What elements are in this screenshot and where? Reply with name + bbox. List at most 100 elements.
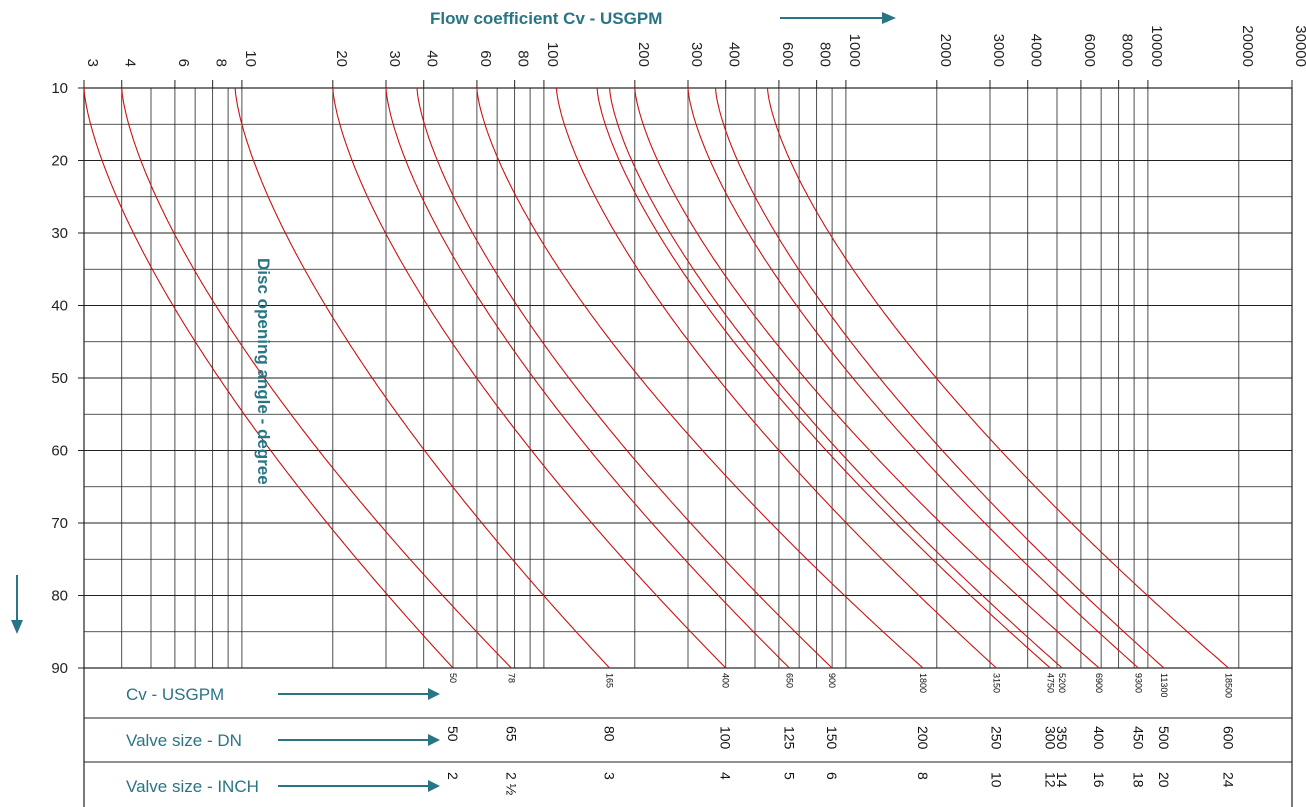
- x-tick-label: 3000: [990, 34, 1007, 67]
- y-tick-label: 70: [51, 515, 68, 532]
- curve-dn-50: [83, 87, 454, 669]
- x-title-arrow-head: [882, 12, 896, 24]
- curve-dn-100: [332, 87, 727, 669]
- x-tick-label: 30000: [1292, 25, 1306, 67]
- y-tick-label: 60: [51, 443, 68, 460]
- curve-dn-65: [121, 87, 512, 669]
- grid: 10 20 30 40 50 60 70 80 90 3 4 6 8 10 20 30 40 60 80 100 200…: [51, 25, 1306, 677]
- table-cv-value: 50: [448, 673, 458, 683]
- dn-row-arrow-head: [428, 734, 440, 746]
- axis-labels: Flow coefficient Cv - USGPM Disc opening…: [11, 9, 896, 796]
- table-inch-value: 4: [718, 772, 734, 780]
- x-tick-label: 4: [122, 59, 139, 67]
- x-tick-label: 10: [242, 50, 259, 67]
- curve-dn-400: [634, 87, 1100, 669]
- table-dn-value: 150: [824, 726, 840, 750]
- y-tick-label: 30: [51, 225, 68, 242]
- table-dn-value: 200: [915, 726, 931, 750]
- curve-dn-250: [555, 87, 997, 669]
- x-tick-label: 800: [817, 42, 834, 67]
- table-dn-value: 250: [988, 726, 1004, 750]
- table-inch-value: 20: [1156, 772, 1172, 788]
- table-inch-value: 8: [915, 772, 931, 780]
- y-title-arrow-head: [11, 620, 23, 634]
- curve-dn-600: [766, 87, 1229, 669]
- y-tick-label: 40: [51, 298, 68, 315]
- table-inch-row-label: Valve size - INCH: [126, 777, 259, 796]
- x-tick-label: 60: [477, 50, 494, 67]
- table-cv-value: 9300: [1133, 673, 1143, 693]
- curve-dn-200: [476, 87, 924, 669]
- x-tick-label: 600: [779, 42, 796, 67]
- x-tick-label: 10000: [1148, 25, 1165, 67]
- table-inch-value: 16: [1091, 772, 1107, 788]
- x-tick-label: 6000: [1081, 34, 1098, 67]
- table-cv-value: 165: [605, 673, 615, 688]
- table-inch-value: 14: [1054, 772, 1070, 788]
- table-dn-value: 450: [1130, 726, 1146, 750]
- x-tick-label: 400: [726, 42, 743, 67]
- table-cv-value: 11300: [1159, 673, 1169, 697]
- table-cv-value: 5200: [1057, 673, 1067, 693]
- x-tick-label: 4000: [1028, 34, 1045, 67]
- table-inch-value: 3: [602, 772, 618, 780]
- table-dn-value: 65: [503, 726, 519, 742]
- x-tick-label: 80: [515, 50, 532, 67]
- table-inch-value: 24: [1221, 772, 1237, 788]
- table-dn-value: 600: [1221, 726, 1237, 750]
- x-tick-label: 2000: [937, 34, 954, 67]
- curve-dn-300: [596, 87, 1051, 669]
- y-tick-label: 80: [51, 588, 68, 605]
- x-tick-label: 200: [635, 42, 652, 67]
- table-dn-value: 125: [781, 726, 797, 750]
- valve-size-table: 50 50 2 78 65 2 ½ 165 80 3 400 100 4 650 125 5 900 150 6 1…: [83, 668, 1293, 807]
- table-cv-value: 78: [506, 673, 516, 683]
- inch-row-arrow-head: [428, 780, 440, 792]
- x-tick-label: 8000: [1119, 34, 1136, 67]
- table-cv-row-label: Cv - USGPM: [126, 685, 224, 704]
- table-dn-value: 300: [1042, 726, 1058, 750]
- x-tick-label: 40: [424, 50, 441, 67]
- y-tick-label: 10: [51, 80, 68, 97]
- table-cv-value: 900: [827, 673, 837, 688]
- x-tick-label: 300: [688, 42, 705, 67]
- y-tick-label: 90: [51, 660, 68, 677]
- curve-dn-450: [687, 87, 1139, 669]
- y-tick-label: 50: [51, 370, 68, 387]
- table-cv-value: 400: [721, 673, 731, 688]
- curve-dn-80: [234, 87, 610, 669]
- table-inch-value: 2 ½: [503, 772, 519, 796]
- table-cv-value: 650: [784, 673, 794, 688]
- table-cv-value: 4750: [1045, 673, 1055, 693]
- curve-dn-500: [714, 87, 1165, 669]
- curve-dn-125: [385, 87, 790, 669]
- x-tick-label: 100: [544, 42, 561, 67]
- x-axis-title: Flow coefficient Cv - USGPM: [430, 9, 662, 28]
- table-cv-value: 3150: [991, 673, 1001, 693]
- x-tick-label: 8: [213, 59, 230, 67]
- table-dn-value: 400: [1091, 726, 1107, 750]
- cv-row-arrow-head: [428, 688, 440, 700]
- table-inch-value: 6: [824, 772, 840, 780]
- x-tick-label: 20: [333, 50, 350, 67]
- y-axis-title: Disc opening angle - degree: [254, 258, 273, 485]
- table-dn-row-label: Valve size - DN: [126, 731, 242, 750]
- table-dn-value: 80: [602, 726, 618, 742]
- x-tick-label: 20000: [1239, 25, 1256, 67]
- y-tick-label: 20: [51, 153, 68, 170]
- table-inch-value: 10: [988, 772, 1004, 788]
- table-cv-value: 18500: [1224, 673, 1234, 698]
- table-inch-value: 18: [1130, 772, 1146, 788]
- table-cv-value: 6900: [1094, 673, 1104, 693]
- table-inch-value: 2: [445, 772, 461, 780]
- curve-dn-350: [609, 87, 1063, 669]
- curve-dn-150: [416, 87, 833, 669]
- x-tick-label: 6: [175, 59, 192, 67]
- table-inch-value: 12: [1042, 772, 1058, 788]
- table-cv-value: 1800: [918, 673, 928, 693]
- table-inch-value: 5: [781, 772, 797, 780]
- series-curves: [83, 87, 1229, 669]
- table-dn-value: 50: [445, 726, 461, 742]
- table-dn-value: 100: [718, 726, 734, 750]
